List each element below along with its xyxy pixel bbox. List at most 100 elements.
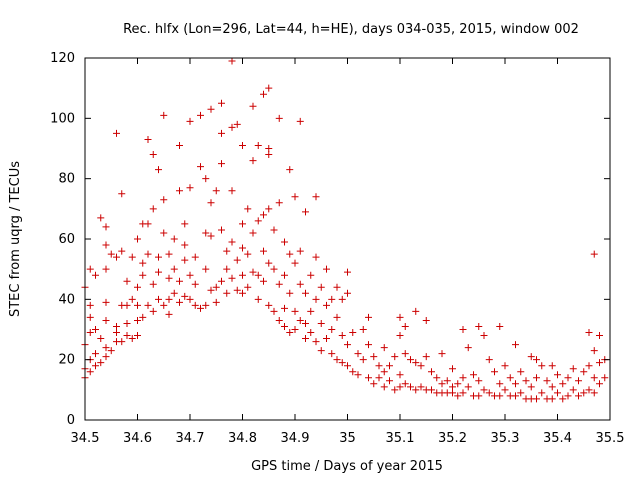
data-point (302, 319, 309, 327)
data-point (548, 383, 556, 391)
data-point (312, 253, 320, 261)
x-tick-label: 34.9 (281, 431, 310, 446)
data-point (239, 289, 246, 297)
data-point (512, 380, 519, 388)
data-point (144, 135, 152, 143)
data-point (590, 374, 598, 382)
data-point (307, 271, 315, 279)
x-tick-label: 34.6 (123, 431, 152, 446)
data-point (475, 392, 483, 400)
data-point (596, 380, 603, 388)
data-point (286, 166, 294, 174)
data-point (265, 259, 273, 267)
data-point (97, 359, 105, 367)
data-point (286, 289, 294, 297)
data-point (533, 395, 540, 403)
data-point (302, 208, 309, 216)
data-point (218, 160, 225, 168)
y-tick-label: 60 (58, 232, 75, 247)
data-points-group (81, 57, 609, 403)
data-point (102, 241, 110, 249)
y-axis-label: STEC from uqrg / TECUs (8, 161, 23, 317)
data-point (186, 117, 194, 125)
data-point (270, 265, 278, 273)
data-point (139, 313, 147, 321)
data-point (102, 298, 110, 306)
data-point (291, 193, 299, 201)
data-point (202, 175, 210, 183)
data-point (302, 335, 309, 343)
data-point (191, 253, 199, 261)
data-point (407, 356, 414, 364)
data-point (496, 322, 504, 330)
data-point (113, 322, 120, 330)
x-tick-label: 35.3 (491, 431, 520, 446)
data-point (412, 359, 420, 367)
data-point (160, 301, 168, 309)
data-point (459, 374, 467, 382)
data-point (254, 217, 262, 225)
data-point (265, 145, 273, 152)
data-point (165, 250, 173, 258)
data-point (323, 335, 330, 343)
data-point (569, 365, 577, 373)
data-point (386, 362, 393, 370)
data-point (317, 319, 325, 327)
data-point (281, 271, 288, 279)
y-tick-label: 80 (58, 172, 75, 187)
x-tick-label: 35 (339, 431, 356, 446)
data-point (202, 265, 210, 273)
data-point (265, 84, 273, 92)
data-point (517, 368, 525, 376)
data-point (590, 389, 598, 397)
data-point (391, 386, 399, 394)
data-point (197, 163, 204, 171)
data-point (407, 383, 414, 391)
chart-title: Rec. hlfx (Lon=296, Lat=44, h=HE), days … (123, 22, 579, 37)
data-point (265, 301, 273, 309)
data-point (102, 265, 110, 273)
data-point (165, 274, 173, 282)
data-point (569, 386, 577, 394)
data-point (449, 365, 456, 373)
data-point (123, 332, 131, 340)
data-point (559, 380, 567, 388)
data-point (575, 377, 582, 385)
data-point (149, 307, 157, 315)
data-point (344, 341, 351, 349)
x-tick-label: 35.2 (438, 431, 467, 446)
data-point (585, 329, 593, 337)
data-point (233, 120, 241, 128)
data-point (485, 389, 493, 397)
data-point (296, 117, 304, 125)
data-point (170, 289, 178, 297)
data-point (134, 316, 141, 324)
data-point (522, 377, 530, 385)
data-point (359, 356, 367, 364)
data-point (296, 247, 304, 255)
data-point (144, 220, 152, 228)
data-point (365, 374, 372, 382)
data-point (186, 295, 194, 303)
data-point (543, 377, 551, 385)
data-point (396, 371, 404, 379)
x-tick-label: 35.4 (543, 431, 572, 446)
data-point (580, 368, 588, 376)
data-point (286, 329, 294, 337)
data-point (344, 362, 351, 370)
data-point (244, 205, 252, 213)
data-point (107, 250, 115, 258)
data-point (317, 347, 325, 355)
data-point (260, 90, 267, 98)
data-point (102, 223, 110, 231)
data-point (92, 326, 99, 333)
data-point (601, 374, 609, 382)
data-point (564, 374, 572, 382)
data-point (160, 229, 168, 237)
data-point (102, 353, 110, 361)
data-point (128, 253, 136, 261)
data-point (438, 380, 446, 388)
data-point (491, 368, 498, 376)
data-point (575, 392, 582, 400)
data-point (207, 105, 215, 113)
